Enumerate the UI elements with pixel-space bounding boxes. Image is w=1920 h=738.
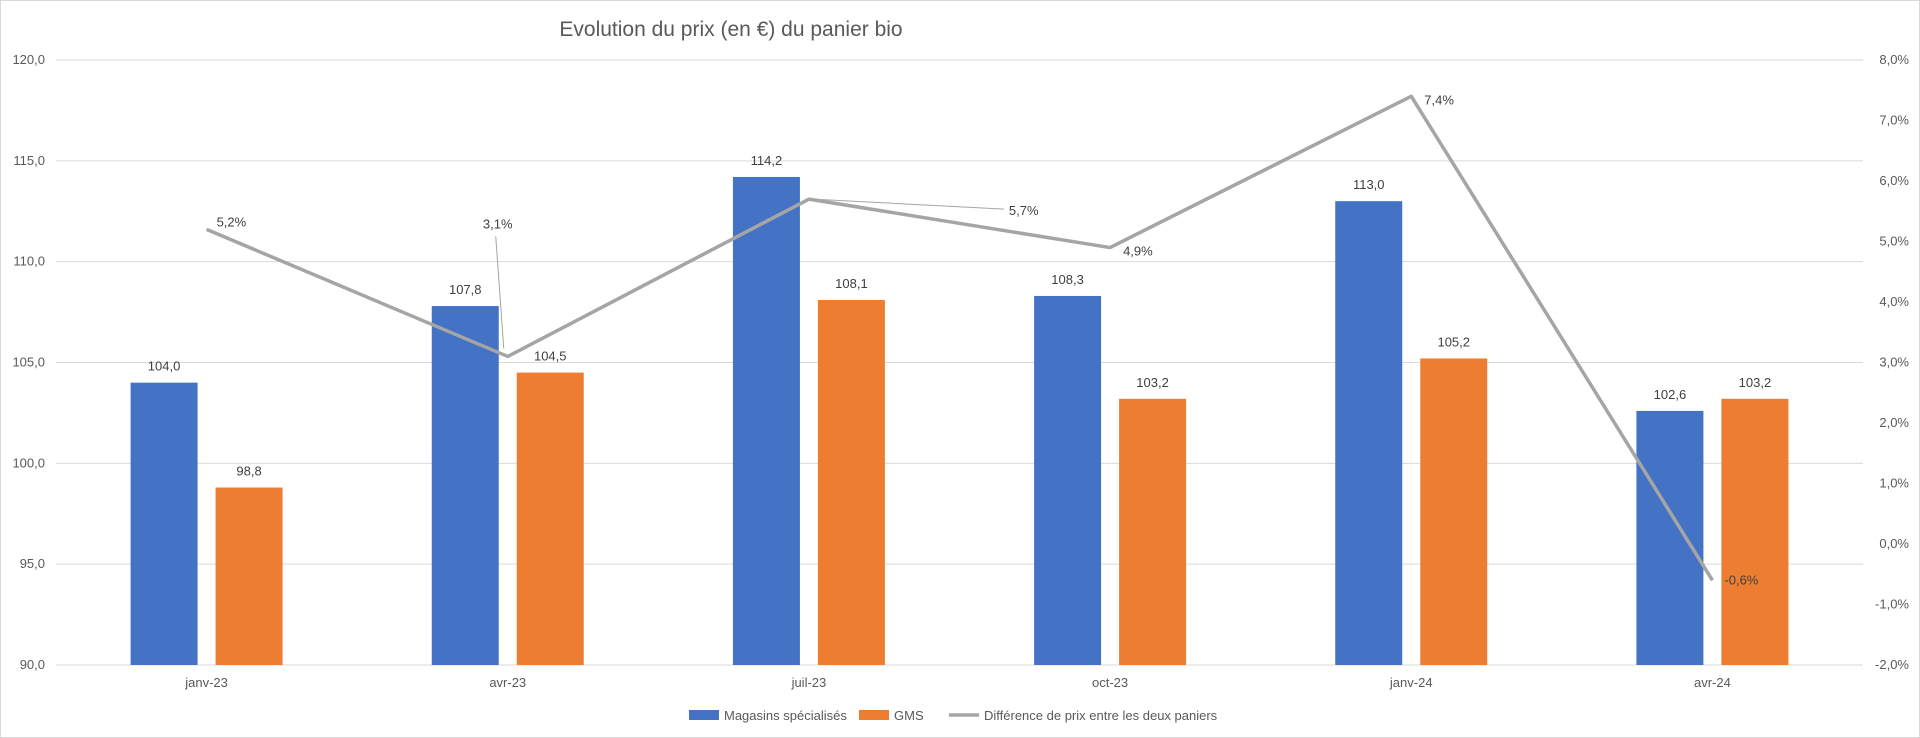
bar-magasins-specialises [732,176,800,665]
leader-line [812,198,1004,210]
chart-title: Evolution du prix (en €) du panier bio [559,18,902,41]
bar-data-label: 102,6 [1654,387,1687,402]
y-right-tick-label: 3,0% [1879,355,1909,370]
y-left-tick-label: 95,0 [20,556,45,571]
bar-gms [817,299,885,665]
bar-magasins-specialises [431,306,499,665]
line-data-label: 5,7% [1009,203,1039,218]
leader-line [495,236,505,349]
difference-line [205,94,1714,582]
y-right-tick-label: 2,0% [1879,415,1909,430]
y-right-tick-label: 4,0% [1879,294,1909,309]
x-tick-label: janv-24 [1389,675,1433,690]
y-right-tick-label: -2,0% [1875,657,1909,672]
y-right-tick-label: 5,0% [1879,234,1909,249]
y-left-tick-label: 105,0 [12,355,45,370]
y-left-tick-label: 100,0 [12,455,45,470]
x-tick-label: janv-23 [184,675,228,690]
y-left-tick-label: 110,0 [13,254,45,269]
bar-data-label: 108,3 [1051,272,1084,287]
bar-gms [1721,398,1789,665]
bar-data-label: 107,8 [449,282,482,297]
legend-label: Magasins spécialisés [724,708,847,723]
bar-data-label: 104,5 [534,349,567,364]
legend-swatch [689,710,719,720]
y-left-tick-label: 120,0 [12,52,45,67]
bar-magasins-specialises [1034,295,1102,665]
line-data-label: 3,1% [483,216,513,231]
y-left-tick-label: 115,0 [13,153,45,168]
y-right-tick-label: 6,0% [1879,173,1909,188]
bar-gms [215,487,283,665]
line-data-label: 5,2% [217,214,247,229]
x-tick-label: avr-23 [489,675,526,690]
x-tick-label: oct-23 [1092,675,1128,690]
bar-data-label: 103,2 [1136,375,1169,390]
bar-magasins-specialises [130,382,198,665]
y-right-tick-label: 1,0% [1879,476,1909,491]
x-tick-label: avr-24 [1694,675,1731,690]
bar-gms [1119,398,1187,665]
bar-magasins-specialises [1636,410,1704,665]
bar-data-label: 105,2 [1437,334,1470,349]
y-right-tick-label: -1,0% [1875,597,1909,612]
line-data-label: 7,4% [1424,92,1454,107]
y-right-tick-label: 0,0% [1879,536,1909,551]
bar-gms [1420,358,1488,665]
line-data-label: 4,9% [1123,244,1153,259]
y-left-tick-label: 90,0 [20,657,45,672]
bar-data-label: 108,1 [835,276,868,291]
bar-data-label: 98,8 [236,464,261,479]
bar-magasins-specialises [1335,201,1403,665]
x-tick-label: juil-23 [791,675,827,690]
legend-swatch [859,710,889,720]
legend-label: Différence de prix entre les deux panier… [984,708,1218,723]
bar-data-label: 113,0 [1353,177,1385,192]
bar-data-label: 103,2 [1739,375,1772,390]
y-right-tick-label: 8,0% [1879,52,1909,67]
y-right-tick-label: 7,0% [1879,113,1909,128]
bar-data-label: 104,0 [148,359,181,374]
bar-data-label: 114,2 [751,153,783,168]
line-data-label: -0,6% [1724,572,1758,587]
bar-gms [516,372,584,665]
legend-label: GMS [894,708,924,723]
